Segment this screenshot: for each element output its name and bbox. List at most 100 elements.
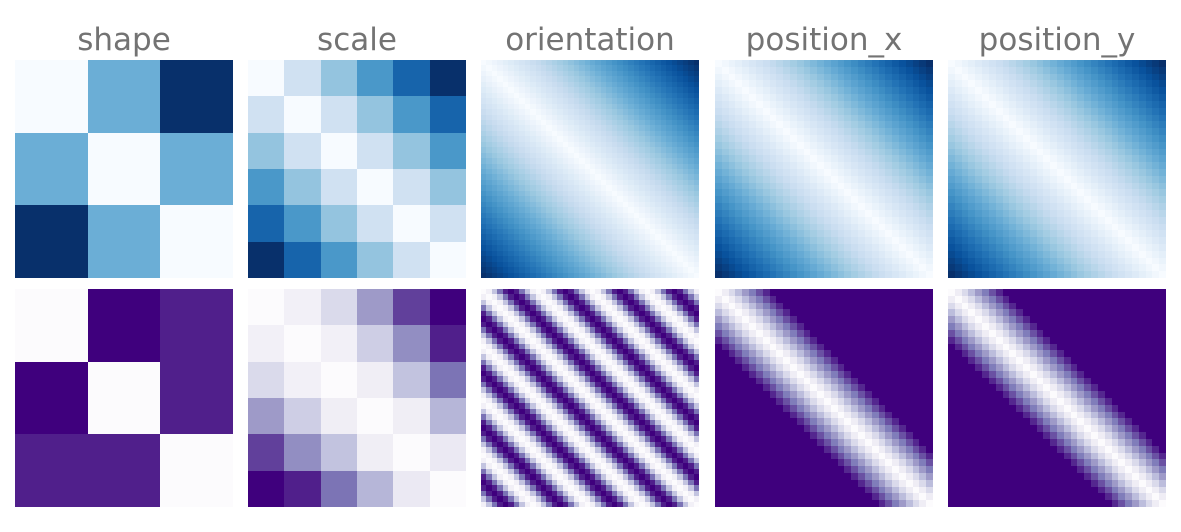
heatmap-cell [519,327,525,333]
heatmap-cell [683,322,688,327]
heatmap-cell [996,108,1003,115]
heatmap-cell [666,153,672,158]
heatmap-cell [530,164,536,169]
heatmap-cell [595,224,601,229]
heatmap-cell [525,224,530,229]
heatmap-cell [601,453,606,458]
heatmap-cell [677,354,683,360]
heatmap-cell [879,67,885,74]
heatmap-cell [503,207,508,213]
heatmap-cell [486,234,492,240]
heatmap-cell [595,420,601,425]
heatmap-cell [729,101,735,108]
heatmap-cell [677,180,683,185]
heatmap-cell [672,224,677,229]
heatmap-cell [824,87,831,94]
heatmap-cell [486,142,492,147]
heatmap-cell [552,267,557,273]
heatmap-cell [601,256,606,262]
heatmap-cell [672,213,677,218]
heatmap-cell [486,393,492,398]
heatmap-cell [486,360,492,365]
heatmap-cell [797,115,804,121]
heatmap-cell [1077,74,1084,80]
heatmap-cell [492,229,497,234]
heatmap-cell [661,65,666,71]
heatmap-cell [1125,60,1132,67]
heatmap-cell [552,245,557,251]
heatmap-cell [1003,176,1009,183]
heatmap-cell [519,207,525,213]
heatmap-cell [1105,155,1112,162]
heatmap-cell [606,224,612,229]
heatmap-cell [975,271,982,278]
heatmap-cell [1009,230,1016,237]
heatmap-cell [694,158,699,164]
heatmap-cell [497,136,503,142]
heatmap-cell [514,65,519,71]
heatmap-cell [546,436,552,442]
heatmap-cell [541,65,546,71]
heatmap-cell [536,240,541,245]
heatmap-cell [1030,271,1037,278]
heatmap-cell [623,409,628,414]
heatmap-cell [497,453,503,458]
heatmap-cell [749,258,756,264]
heatmap-cell [612,153,617,158]
heatmap-cell [557,202,563,207]
heatmap-cell [1023,189,1030,196]
heatmap-cell [1043,196,1050,203]
heatmap-cell [919,203,926,210]
heatmap-cell [595,60,601,65]
heatmap-cell [742,115,749,121]
heatmap-cell [628,169,634,174]
heatmap-cell [590,120,595,125]
heatmap-cell [536,305,541,311]
heatmap-cell [595,398,601,403]
heatmap-cell [557,322,563,327]
heatmap-cell [948,224,955,230]
heatmap-cell [672,398,677,403]
heatmap-cell [666,403,672,409]
heatmap-cell [672,185,677,191]
heatmap-cell [683,251,688,256]
heatmap-cell [1112,258,1118,264]
heatmap-cell [585,322,590,327]
heatmap-cell [634,453,639,458]
heatmap-cell [892,251,899,258]
heatmap-cell [541,409,546,414]
heatmap-cell [1146,101,1152,108]
heatmap-cell [1016,115,1023,121]
heatmap-cell [481,224,486,229]
heatmap-cell [810,189,817,196]
heatmap-cell [831,87,838,94]
heatmap-cell [797,230,804,237]
heatmap-cell [639,338,645,344]
heatmap-cell [639,98,645,104]
heatmap-cell [683,267,688,273]
heatmap-cell [590,305,595,311]
heatmap-cell [497,109,503,115]
heatmap-cell [481,382,486,387]
heatmap-cell [503,333,508,338]
heatmap-cell [606,202,612,207]
heatmap-cell [1016,176,1023,183]
heatmap-cell [1159,94,1166,101]
heatmap-cell [552,393,557,398]
heatmap-cell [1003,162,1009,169]
heatmap-cell [715,162,722,169]
heatmap-cell [557,71,563,76]
heatmap-cell [1146,258,1152,264]
heatmap-cell [797,135,804,142]
heatmap-cell [563,71,568,76]
heatmap-cell [948,94,955,101]
heatmap-cell [1146,149,1152,155]
heatmap-cell [783,183,790,189]
heatmap-cell [628,447,634,453]
heatmap-cell [666,294,672,300]
heatmap-cell [1139,87,1146,94]
heatmap-cell [810,210,817,217]
heatmap-cell [672,403,677,409]
heatmap-cell [503,240,508,245]
heatmap-cell [948,264,955,271]
